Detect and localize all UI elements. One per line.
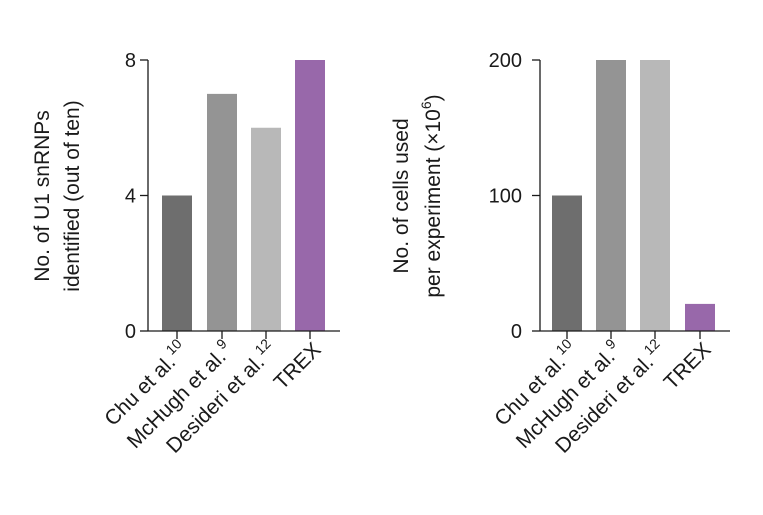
chart-panel-cells-used: No. of cells used per experiment (×106) … bbox=[390, 50, 730, 458]
bar-3 bbox=[251, 127, 281, 331]
y-tick-label: 4 bbox=[125, 186, 136, 208]
bar-4 bbox=[685, 303, 715, 331]
y-tick-label: 8 bbox=[125, 50, 136, 72]
bars bbox=[162, 60, 325, 331]
y-axis-ticks: 0 100 200 bbox=[489, 50, 540, 343]
bar-2 bbox=[207, 93, 237, 331]
category-name: TREX bbox=[660, 338, 716, 394]
y-axis-title-line1: No. of cells used bbox=[390, 118, 413, 273]
y-axis-title-line2: per experiment (×106) bbox=[418, 94, 445, 297]
y-axis-title-line1: No. of U1 snRNPs bbox=[31, 110, 54, 282]
y-tick-label: 0 bbox=[125, 321, 136, 343]
y-tick-label: 200 bbox=[489, 50, 522, 72]
bar-3 bbox=[640, 60, 670, 331]
x-tick-label: TREX bbox=[270, 338, 326, 394]
category-name: TREX bbox=[270, 338, 326, 394]
bars bbox=[552, 60, 715, 331]
chart-panel-u1-snrnps: No. of U1 snRNPs identified (out of ten)… bbox=[31, 50, 340, 458]
y-axis-ticks: 0 4 8 bbox=[125, 50, 148, 343]
bar-4 bbox=[295, 60, 325, 331]
y-axis-title-line2: identified (out of ten) bbox=[61, 100, 84, 291]
y-axis-title-close: ) bbox=[422, 94, 445, 101]
bar-1 bbox=[162, 195, 192, 331]
bar-1 bbox=[552, 195, 582, 331]
bar-2 bbox=[596, 60, 626, 331]
x-tick-label: TREX bbox=[660, 338, 716, 394]
y-axis-title-exponent: 6 bbox=[418, 101, 434, 109]
y-tick-label: 100 bbox=[489, 186, 522, 208]
y-axis-title-main: per experiment (×10 bbox=[422, 109, 445, 298]
y-tick-label: 0 bbox=[511, 321, 522, 343]
